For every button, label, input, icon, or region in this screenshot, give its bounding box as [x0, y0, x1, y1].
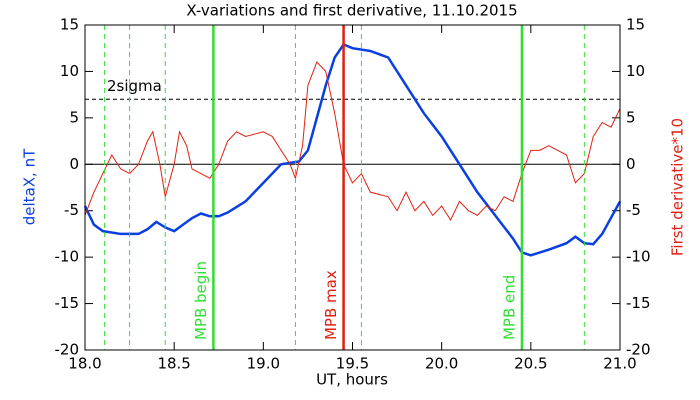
v-line-label: MPB begin [192, 261, 210, 340]
line-series [84, 61, 621, 222]
y2-tick-label: -20 [626, 341, 651, 359]
v-line-label: MPB max [322, 270, 340, 340]
h-line-label: 2sigma [107, 77, 162, 95]
y-axis-label: deltaX, nT [21, 148, 39, 225]
y-tick-label: -20 [55, 341, 80, 359]
y-tick-label: 0 [69, 155, 79, 173]
y2-tick-label: 0 [626, 155, 636, 173]
x-tick-label: 18.0 [68, 355, 101, 373]
x-axis-label: UT, hours [316, 371, 388, 389]
y2-tick-label: -10 [626, 248, 651, 266]
chart-title: X-variations and first derivative, 11.10… [186, 2, 517, 20]
x-tick-label: 20.0 [425, 355, 458, 373]
y2-axis-label: First derivative*10 [669, 118, 687, 256]
plot-frame [84, 24, 621, 351]
y2-tick-label: -15 [626, 294, 651, 312]
y2-tick-label: 10 [626, 62, 645, 80]
y-tick-label: 15 [60, 16, 79, 34]
x-tick-label: 19.0 [247, 355, 280, 373]
y-tick-label: -5 [64, 201, 79, 219]
x-tick-label: 19.5 [336, 355, 369, 373]
y-tick-label: -15 [55, 294, 80, 312]
y-tick-label: -10 [55, 248, 80, 266]
y-tick-label: 10 [60, 62, 79, 80]
y2-tick-label: -5 [626, 201, 641, 219]
x-tick-label: 18.5 [157, 355, 190, 373]
y2-tick-label: 5 [626, 108, 636, 126]
y-tick-label: 5 [69, 108, 79, 126]
y2-tick-label: 15 [626, 16, 645, 34]
x-tick-label: 20.5 [514, 355, 547, 373]
v-line-label: MPB end [500, 275, 518, 340]
x-tick-label: 21.0 [603, 355, 636, 373]
